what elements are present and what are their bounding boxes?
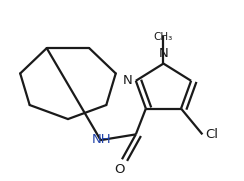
- Text: Cl: Cl: [205, 128, 218, 141]
- Text: N: N: [159, 47, 168, 60]
- Text: NH: NH: [92, 133, 112, 146]
- Text: CH₃: CH₃: [154, 32, 173, 42]
- Text: N: N: [122, 74, 132, 87]
- Text: O: O: [114, 163, 125, 176]
